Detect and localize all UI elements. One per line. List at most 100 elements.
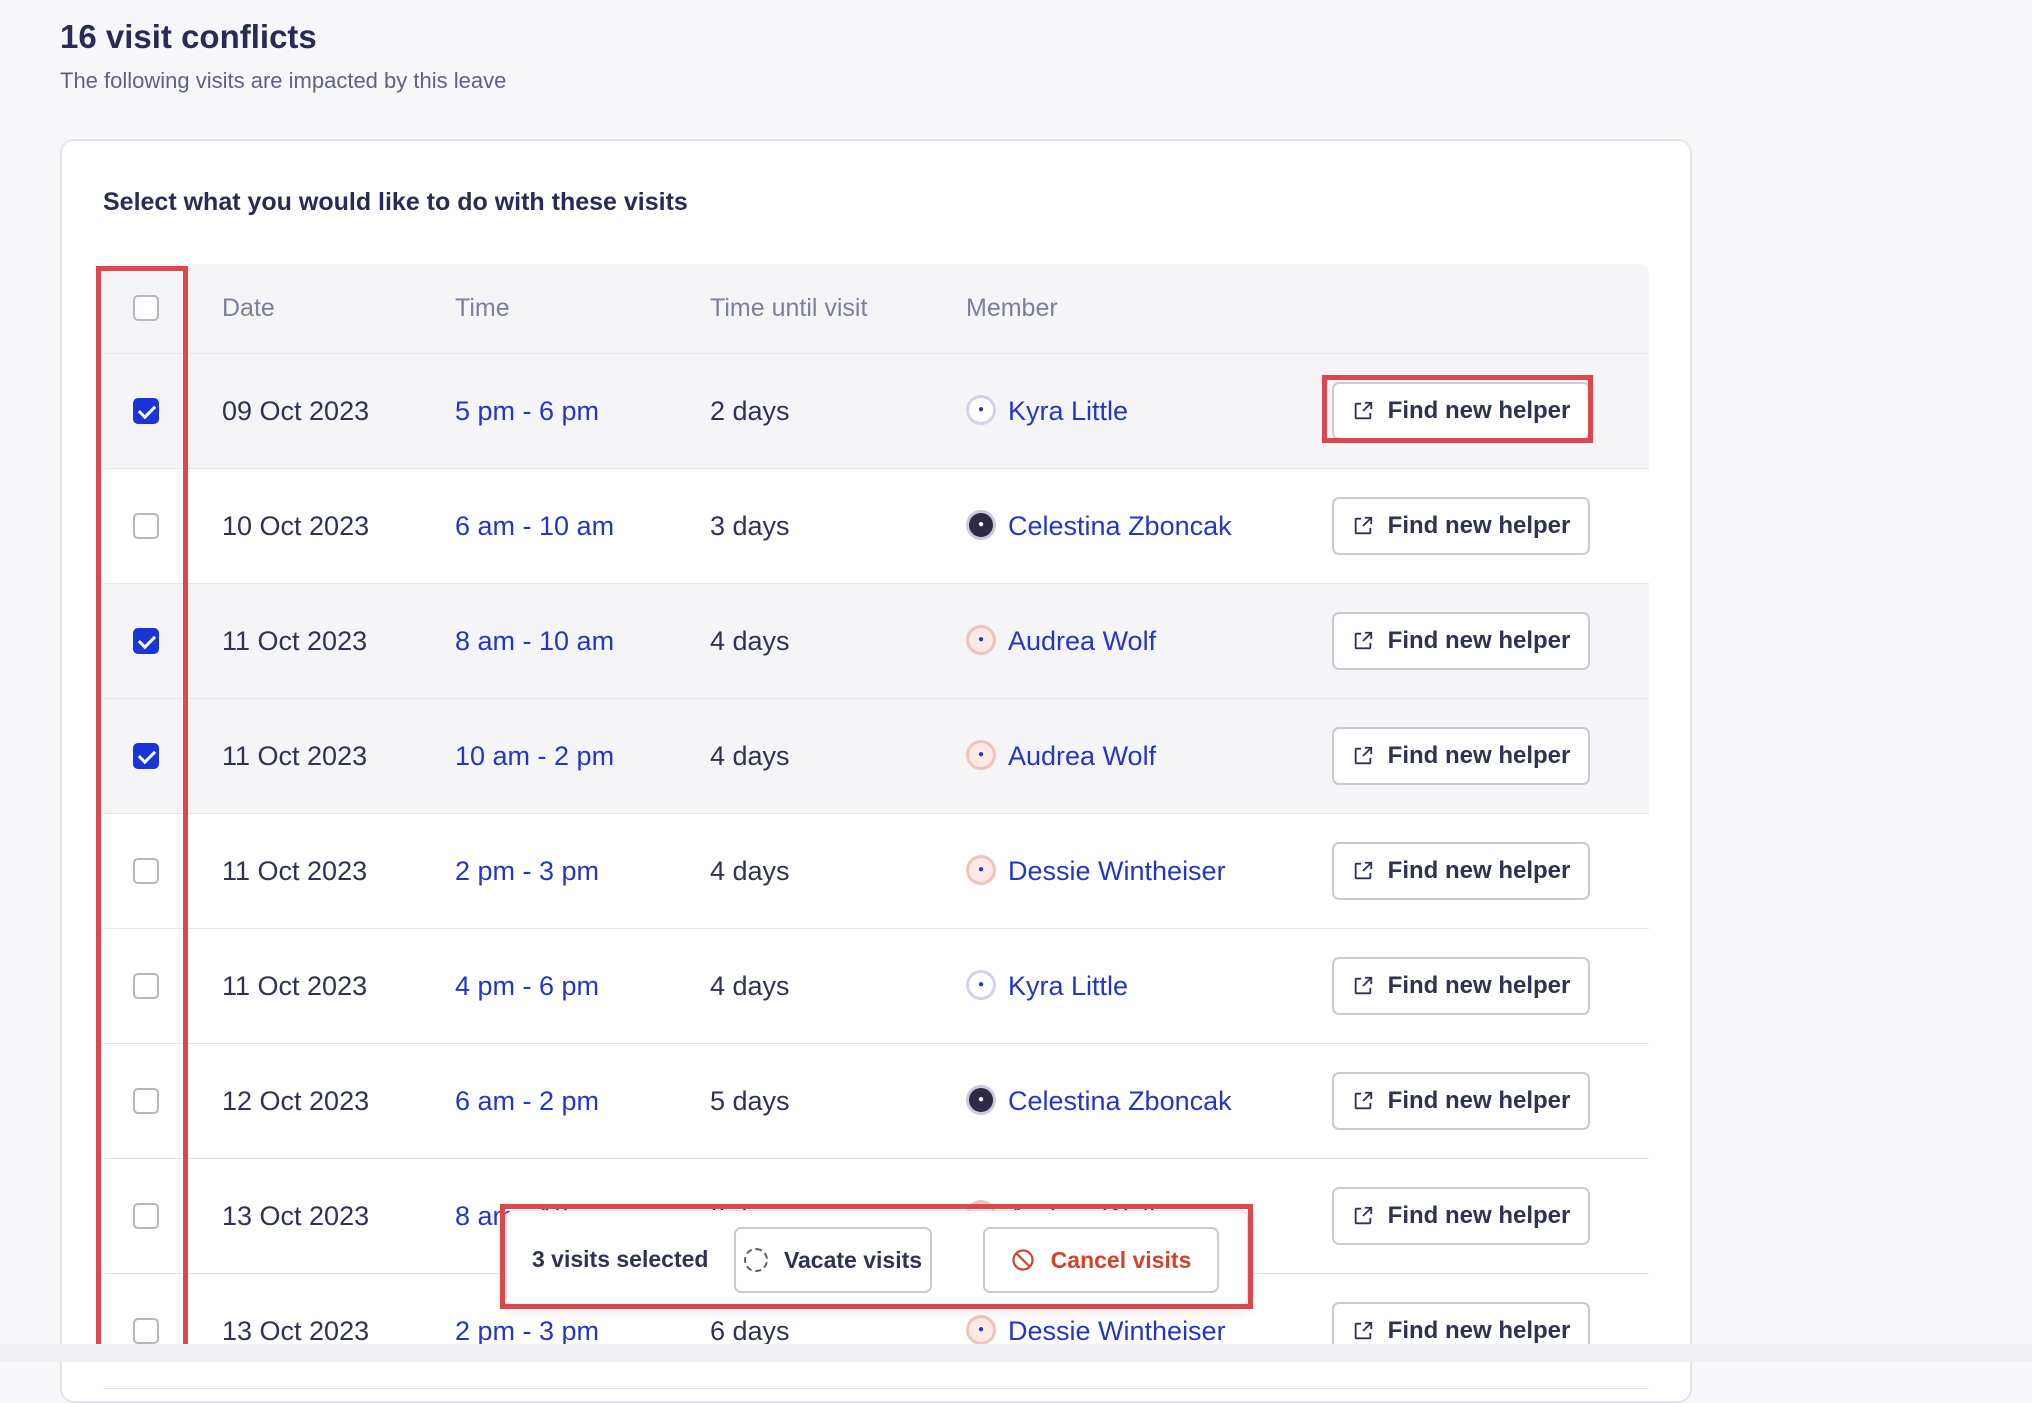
row-select-checkbox[interactable] [133,1203,159,1229]
find-new-helper-button[interactable]: Find new helper [1332,382,1590,440]
external-link-icon [1354,401,1372,420]
column-header-member: Member [966,294,1058,322]
external-link-icon [1354,516,1372,535]
external-link-icon [1354,1206,1372,1225]
time-until-visit: 6 days [710,1316,790,1346]
visit-time-link[interactable]: 2 pm - 3 pm [455,856,600,886]
find-new-helper-label: Find new helper [1387,1087,1571,1114]
find-new-helper-button[interactable]: Find new helper [1332,727,1590,785]
find-new-helper-label: Find new helper [1387,1317,1571,1344]
table-row: 11 Oct 2023 8 am - 10 am 4 days ● Audrea Wol… [103,584,1649,699]
find-new-helper-button[interactable]: Find new helper [1332,1072,1590,1130]
member-name: Audrea Wolf [1008,626,1157,656]
find-new-helper-label: Find new helper [1387,1202,1571,1229]
bulk-action-bar: 3 visits selected Vacate visits Cancel v… [506,1210,1248,1306]
visit-time-link[interactable]: 10 am - 2 pm [455,741,615,771]
row-select-checkbox[interactable] [133,973,159,999]
find-new-helper-label: Find new helper [1387,972,1571,999]
row-select-checkbox[interactable] [133,628,159,654]
visit-date: 11 Oct 2023 [222,741,368,771]
cancel-visits-button[interactable]: Cancel visits [983,1227,1219,1293]
row-select-checkbox[interactable] [133,743,159,769]
find-new-helper-button[interactable]: Find new helper [1332,842,1590,900]
find-new-helper-button[interactable]: Find new helper [1332,497,1590,555]
avatar: ● [966,855,996,885]
visit-time-link[interactable]: 2 pm - 3 pm [455,1316,600,1346]
visit-date: 12 Oct 2023 [222,1086,370,1116]
external-link-icon [1354,976,1372,995]
visit-date: 11 Oct 2023 [222,856,368,886]
external-link-icon [1354,861,1372,880]
time-until-visit: 5 days [710,1086,790,1116]
avatar: ● [966,1315,996,1345]
row-select-checkbox[interactable] [133,1318,159,1344]
avatar: ● [966,970,996,1000]
visit-time-link[interactable]: 8 am - 10 am [455,626,615,656]
selected-count: 3 visits selected [532,1246,709,1272]
member-name: Kyra Little [1008,396,1129,426]
member-name: Celestina Zboncak [1008,1086,1232,1116]
member-name: Dessie Wintheiser [1008,1316,1226,1346]
visit-date: 09 Oct 2023 [222,396,370,426]
cancel-visits-label: Cancel visits [1050,1246,1192,1273]
vacate-visits-button[interactable]: Vacate visits [734,1227,932,1293]
external-link-icon [1354,1091,1372,1110]
visit-time-link[interactable]: 4 pm - 6 pm [455,971,600,1001]
member-name: Kyra Little [1008,971,1129,1001]
table-header: Date Time Time until visit Member [103,264,1649,354]
row-select-checkbox[interactable] [133,858,159,884]
table-row: 12 Oct 2023 6 am - 2 pm 5 days ● Celestina Z… [103,1044,1649,1159]
card-heading: Select what you would like to do with th… [103,188,688,216]
column-header-time: Time [455,294,510,322]
page-subtitle: The following visits are impacted by thi… [60,68,507,93]
row-select-checkbox[interactable] [133,513,159,539]
member-name: Dessie Wintheiser [1008,856,1226,886]
avatar: ● [966,510,996,540]
ban-icon [1012,1249,1034,1271]
table-body: 09 Oct 2023 5 pm - 6 pm 2 days ● Kyra Little… [103,354,1649,1389]
time-until-visit: 2 days [710,396,790,426]
time-until-visit: 4 days [710,626,790,656]
time-until-visit: 4 days [710,856,790,886]
visit-time-link[interactable]: 5 pm - 6 pm [455,396,600,426]
visit-date: 13 Oct 2023 [222,1316,370,1346]
avatar: ● [966,740,996,770]
member-name: Celestina Zboncak [1008,511,1232,541]
avatar: ● [966,395,996,425]
page-bottom-edge [0,1344,2032,1362]
time-until-visit: 4 days [710,971,790,1001]
external-link-icon [1354,1321,1372,1340]
column-header-until: Time until visit [710,294,868,322]
visit-date: 10 Oct 2023 [222,511,370,541]
visit-date: 11 Oct 2023 [222,971,368,1001]
row-select-checkbox[interactable] [133,1088,159,1114]
find-new-helper-label: Find new helper [1387,512,1571,539]
table-row: 10 Oct 2023 6 am - 10 am 3 days ● Celestina … [103,469,1649,584]
find-new-helper-label: Find new helper [1387,627,1571,654]
visits-table: Date Time Time until visit Member 09 Oct… [103,264,1649,1389]
find-new-helper-button[interactable]: Find new helper [1332,1187,1590,1245]
find-new-helper-label: Find new helper [1387,397,1571,424]
visits-card: Select what you would like to do with th… [60,139,1692,1403]
row-select-checkbox[interactable] [133,398,159,424]
table-row: 09 Oct 2023 5 pm - 6 pm 2 days ● Kyra Little… [103,354,1649,469]
vacate-visits-label: Vacate visits [783,1246,923,1273]
page-title: 16 visit conflicts [60,18,317,55]
find-new-helper-button[interactable]: Find new helper [1332,612,1590,670]
select-all-checkbox[interactable] [133,295,159,321]
find-new-helper-label: Find new helper [1387,742,1571,769]
avatar: ● [966,1085,996,1115]
table-row: 11 Oct 2023 4 pm - 6 pm 4 days ● Kyra Little… [103,929,1649,1044]
external-link-icon [1354,631,1372,650]
time-until-visit: 4 days [710,741,790,771]
visit-time-link[interactable]: 6 am - 2 pm [455,1086,600,1116]
external-link-icon [1354,746,1372,765]
find-new-helper-button[interactable]: Find new helper [1332,957,1590,1015]
dashed-circle-icon [743,1248,768,1272]
visit-date: 13 Oct 2023 [222,1201,370,1231]
visit-time-link[interactable]: 6 am - 10 am [455,511,615,541]
member-name: Audrea Wolf [1008,741,1157,771]
column-header-date: Date [222,294,275,322]
find-new-helper-label: Find new helper [1387,857,1571,884]
visit-date: 11 Oct 2023 [222,626,368,656]
